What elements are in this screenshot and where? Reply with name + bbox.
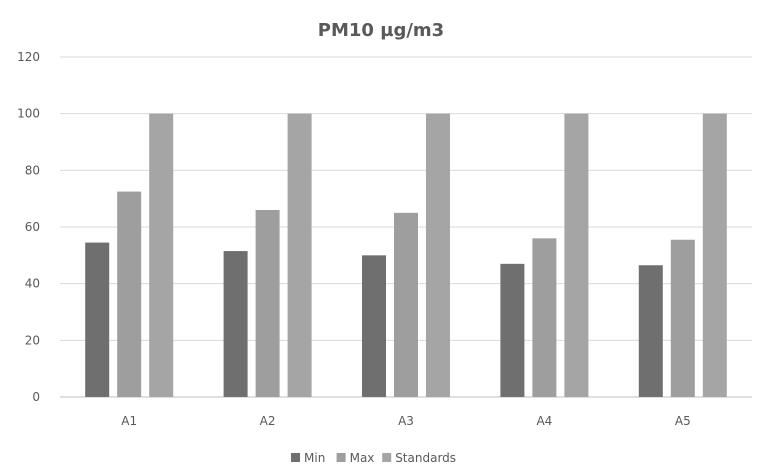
y-tick-label: 120 [17, 50, 40, 64]
y-tick-label: 80 [25, 163, 40, 177]
x-tick-label: A2 [260, 414, 276, 428]
legend-swatch-min [291, 453, 300, 462]
bar-max-a4 [532, 238, 557, 397]
legend-swatch-standards [382, 453, 392, 462]
bar-min-a3 [362, 255, 386, 397]
y-tick-label: 100 [17, 107, 40, 121]
y-tick-label: 40 [25, 277, 40, 291]
bar-min-a5 [638, 265, 663, 397]
y-tick-label: 0 [32, 390, 40, 404]
bar-max-a5 [670, 239, 695, 397]
x-tick-label: A1 [121, 414, 137, 428]
legend-label-max: Max [350, 451, 375, 465]
bar-max-a2 [255, 210, 280, 397]
x-tick-label: A5 [675, 414, 691, 428]
legend: Min Max Standards [291, 451, 456, 465]
legend-swatch-max [336, 453, 346, 462]
x-axis-ticks: A1 A2 A3 A4 A5 [121, 414, 690, 428]
y-axis-ticks: 0 20 40 60 80 100 120 [17, 50, 40, 404]
legend-label-min: Min [304, 451, 325, 465]
y-tick-label: 20 [25, 333, 40, 347]
y-tick-label: 60 [25, 220, 40, 234]
x-tick-label: A3 [398, 414, 414, 428]
bar-standards-a3 [426, 113, 450, 398]
legend-label-standards: Standards [395, 451, 456, 465]
bar-min-a1 [85, 242, 110, 397]
bar-max-a3 [394, 212, 418, 397]
chart-title: PM10 µg/m3 [318, 20, 444, 41]
bar-standards-a2 [287, 113, 312, 398]
bar-min-a4 [500, 263, 525, 397]
bar-max-a1 [117, 191, 142, 397]
bar-standards-a1 [149, 113, 174, 398]
bar-standards-a5 [702, 113, 727, 398]
x-tick-label: A4 [536, 414, 552, 428]
bars [85, 113, 727, 398]
bar-standards-a4 [564, 113, 589, 398]
bar-min-a2 [223, 251, 248, 397]
